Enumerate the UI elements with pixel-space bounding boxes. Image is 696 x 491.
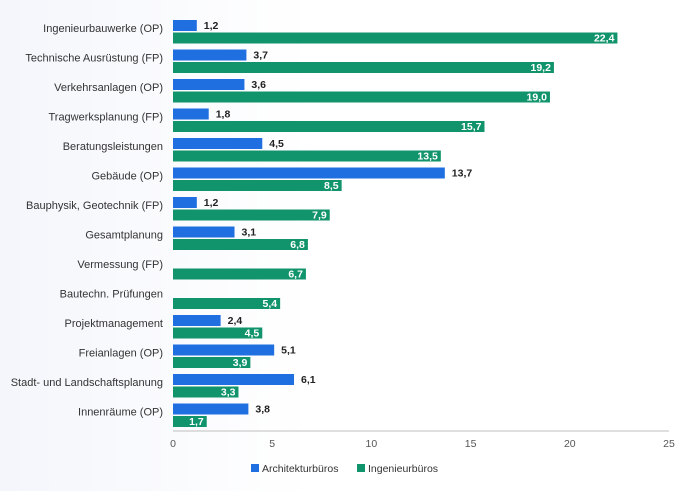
legend-label-architekturbueros: Architekturbüros [262, 463, 338, 475]
data-label-ingenieurbueros: 5,4 [263, 298, 278, 310]
data-label-architekturbueros: 4,5 [269, 138, 284, 150]
x-tick-label: 5 [269, 438, 275, 450]
bar-architekturbueros [173, 403, 249, 415]
category-label: Beratungsleistungen [63, 141, 163, 153]
x-tick-label: 20 [564, 438, 576, 450]
data-label-architekturbueros: 3,6 [251, 79, 266, 91]
bar-ingenieurbueros [173, 91, 550, 103]
data-label-ingenieurbueros: 15,7 [461, 121, 482, 133]
data-label-architekturbueros: 3,8 [255, 404, 270, 416]
data-label-architekturbueros: 2,4 [228, 315, 243, 327]
bar-ingenieurbueros [173, 180, 342, 191]
category-label: Freianlagen (OP) [79, 348, 163, 360]
category-label: Technische Ausrüstung (FP) [25, 53, 163, 65]
category-label: Vermessung (FP) [77, 259, 163, 271]
category-label: Bauphysik, Geotechnik (FP) [26, 200, 163, 212]
bar-ingenieurbueros [173, 32, 618, 44]
bar-architekturbueros [173, 226, 235, 238]
bar-ingenieurbueros [173, 150, 441, 162]
bar-ingenieurbueros [173, 416, 207, 427]
bar-architekturbueros [173, 108, 209, 120]
data-label-architekturbueros: 1,2 [204, 197, 219, 209]
bar-ingenieurbueros [173, 209, 330, 221]
bar-architekturbueros [173, 374, 295, 385]
data-label-ingenieurbueros: 1,7 [189, 416, 204, 428]
legend-swatch-architekturbueros [251, 464, 259, 472]
x-tick-label: 15 [465, 438, 477, 450]
category-label: Innenräume (OP) [78, 407, 163, 419]
data-label-ingenieurbueros: 13,5 [417, 151, 438, 163]
legend-label-ingenieurbueros: Ingenieurbüros [368, 463, 438, 475]
bar-architekturbueros [173, 315, 221, 326]
bar-ingenieurbueros [173, 386, 239, 398]
x-tick-label: 10 [366, 438, 378, 450]
bar-architekturbueros [173, 79, 245, 90]
data-label-architekturbueros: 3,7 [253, 50, 268, 62]
bar-ingenieurbueros [173, 239, 308, 250]
x-tick-label: 25 [663, 438, 675, 450]
category-label: Tragwerksplanung (FP) [48, 112, 163, 124]
bar-ingenieurbueros [173, 62, 554, 73]
bar-ingenieurbueros [173, 298, 281, 309]
category-label: Gebäude (OP) [91, 171, 163, 183]
data-label-ingenieurbueros: 19,2 [530, 62, 551, 74]
category-label: Gesamtplanung [85, 230, 163, 242]
data-label-architekturbueros: 5,1 [281, 345, 296, 357]
data-label-architekturbueros: 6,1 [301, 374, 316, 386]
category-label: Ingenieurbauwerke (OP) [43, 23, 163, 35]
data-label-architekturbueros: 13,7 [452, 168, 473, 180]
legend-swatch-ingenieurbueros [357, 464, 365, 472]
bar-architekturbueros [173, 20, 197, 31]
category-label: Verkehrsanlagen (OP) [54, 82, 163, 94]
bar-architekturbueros [173, 167, 445, 179]
bar-ingenieurbueros [173, 268, 306, 280]
data-label-ingenieurbueros: 7,9 [312, 210, 327, 222]
x-tick-label: 0 [170, 438, 176, 450]
data-label-architekturbueros: 1,2 [204, 20, 219, 32]
category-label: Bautechn. Prüfungen [60, 289, 163, 301]
data-label-ingenieurbueros: 19,0 [527, 92, 548, 104]
data-label-architekturbueros: 1,8 [216, 109, 231, 121]
bar-ingenieurbueros [173, 327, 263, 339]
bar-ingenieurbueros [173, 357, 251, 368]
data-label-ingenieurbueros: 4,5 [245, 328, 260, 340]
bar-ingenieurbueros [173, 121, 485, 132]
data-label-ingenieurbueros: 6,8 [290, 239, 305, 251]
category-label: Stadt- und Landschaftsplanung [11, 377, 163, 389]
bar-architekturbueros [173, 138, 263, 149]
data-label-architekturbueros: 3,1 [242, 227, 257, 239]
data-label-ingenieurbueros: 8,5 [324, 180, 339, 192]
bar-architekturbueros [173, 197, 197, 208]
data-label-ingenieurbueros: 3,9 [233, 357, 248, 369]
data-label-ingenieurbueros: 3,3 [221, 387, 236, 399]
bar-architekturbueros [173, 49, 247, 61]
data-label-ingenieurbueros: 6,7 [288, 269, 303, 281]
category-label: Projektmanagement [65, 318, 163, 330]
data-label-ingenieurbueros: 22,4 [594, 33, 615, 45]
bar-architekturbueros [173, 344, 275, 356]
